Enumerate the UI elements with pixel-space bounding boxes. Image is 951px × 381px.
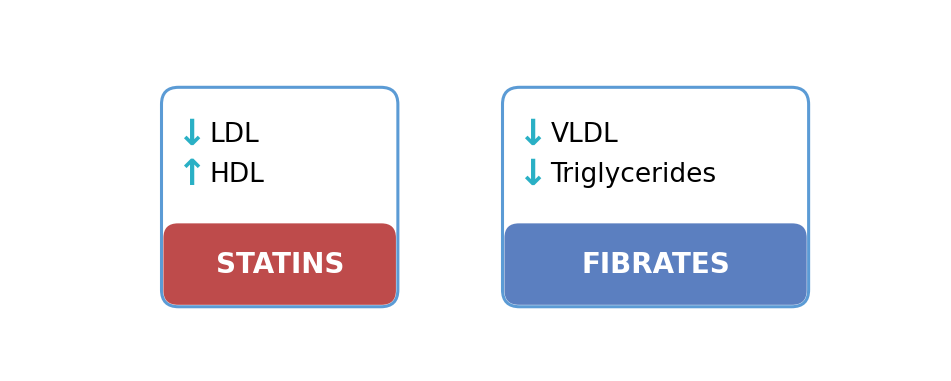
Text: HDL: HDL [209,162,264,188]
Text: ↓: ↓ [516,158,547,192]
FancyBboxPatch shape [162,87,398,307]
FancyBboxPatch shape [164,223,396,305]
FancyBboxPatch shape [502,87,808,307]
Text: FIBRATES: FIBRATES [581,251,730,279]
Text: ↓: ↓ [176,118,206,152]
FancyBboxPatch shape [504,223,806,305]
Text: VLDL: VLDL [551,122,618,148]
Text: ↑: ↑ [176,158,206,192]
Text: ↓: ↓ [516,118,547,152]
Text: Triglycerides: Triglycerides [551,162,717,188]
Text: LDL: LDL [209,122,260,148]
Text: STATINS: STATINS [216,251,344,279]
